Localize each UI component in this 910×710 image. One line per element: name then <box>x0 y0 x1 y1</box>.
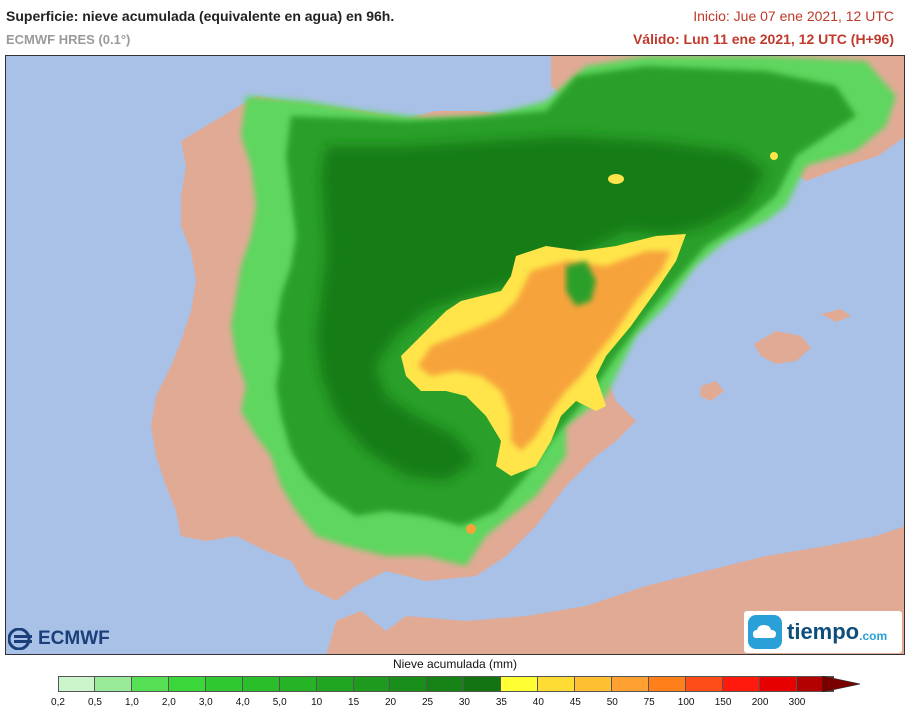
header-title: Superficie: nieve acumulada (equivalente… <box>6 8 395 24</box>
legend-color-segment <box>685 676 723 692</box>
legend-color-segment <box>279 676 317 692</box>
legend-color-segment <box>649 676 686 692</box>
legend-tick-label: 40 <box>532 697 544 708</box>
legend-tick-label: 100 <box>677 697 695 708</box>
ecmwf-logo: ECMWF <box>8 628 110 650</box>
legend-tick-label: 3,0 <box>198 697 213 708</box>
legend-arrow-icon <box>822 676 861 692</box>
legend-tick-label: 200 <box>751 697 769 708</box>
header-init-time: Inicio: Jue 07 ene 2021, 12 UTC <box>693 8 894 24</box>
legend-tick-label: 300 <box>788 697 806 708</box>
legend-labels: 0,2 0,5 1,0 2,0 3,0 4,0 5,0 10 15 20 25 30 35 40 45 50 7… <box>0 697 910 709</box>
legend-color-segment <box>427 676 465 692</box>
snow-accumulation-map[interactable] <box>5 55 905 655</box>
mallorca-land <box>754 331 811 364</box>
legend-tick-label: 0,5 <box>87 697 102 708</box>
legend-color-bar <box>58 676 834 692</box>
legend-color-segment <box>390 676 428 692</box>
ecmwf-logo-icon <box>8 628 32 650</box>
snow-yellow-patch-north <box>608 174 624 184</box>
legend-tick-label: 35 <box>495 697 507 708</box>
legend-tick-label: 45 <box>569 697 581 708</box>
map-canvas <box>6 56 904 654</box>
legend-tick-label: 10 <box>311 697 323 708</box>
legend-tick-label: 1,0 <box>124 697 139 708</box>
tiempo-logo-suffix: .com <box>859 629 888 643</box>
snow-orange <box>418 251 671 451</box>
ibiza-land <box>700 381 724 401</box>
snow-gap <box>566 261 596 306</box>
tiempo-logo-text: tiempo <box>787 619 860 644</box>
legend-color-segment <box>722 676 760 692</box>
snow-dark-green <box>316 136 766 481</box>
legend-color-segment <box>575 676 613 692</box>
legend-color-segment <box>94 676 132 692</box>
legend-color-segment <box>759 676 797 692</box>
legend-title: Nieve acumulada (mm) <box>392 657 518 671</box>
cloud-icon <box>748 615 782 649</box>
legend-color-segment <box>242 676 280 692</box>
legend-color-segment <box>464 676 502 692</box>
header-model: ECMWF HRES (0.1°) <box>6 32 131 47</box>
legend-tick-label: 25 <box>421 697 434 708</box>
legend-tick-label: 4,0 <box>235 697 250 708</box>
legend-tick-label: 0,2 <box>51 697 65 708</box>
legend-color-segment <box>58 676 95 692</box>
ecmwf-logo-text: ECMWF <box>38 628 110 649</box>
menorca-land <box>821 309 851 322</box>
legend-color-segment <box>501 676 539 692</box>
legend-color-segment <box>316 676 354 692</box>
snow-orange-patch-south <box>466 524 476 534</box>
legend-tick-label: 5,0 <box>272 697 287 708</box>
legend-tick-label: 50 <box>606 697 618 708</box>
legend-tick-label: 2,0 <box>161 697 176 708</box>
legend-color-segment <box>168 676 206 692</box>
legend-tick-label: 75 <box>643 697 655 708</box>
legend-color-segment <box>538 676 576 692</box>
legend-tick-label: 20 <box>384 697 397 708</box>
legend-color-segment <box>353 676 391 692</box>
legend-tick-label: 30 <box>458 697 470 708</box>
legend-color-segment <box>205 676 243 692</box>
legend-color-segment <box>131 676 169 692</box>
tiempo-logo[interactable]: tiempo .com <box>744 611 902 653</box>
legend-color-segment <box>612 676 649 692</box>
legend-tick-label: 15 <box>348 697 360 708</box>
legend-tick-label: 150 <box>714 697 732 708</box>
snow-yellow-patch-east <box>770 152 778 160</box>
header-valid-time: Válido: Lun 11 ene 2021, 12 UTC (H+96) <box>632 31 894 47</box>
